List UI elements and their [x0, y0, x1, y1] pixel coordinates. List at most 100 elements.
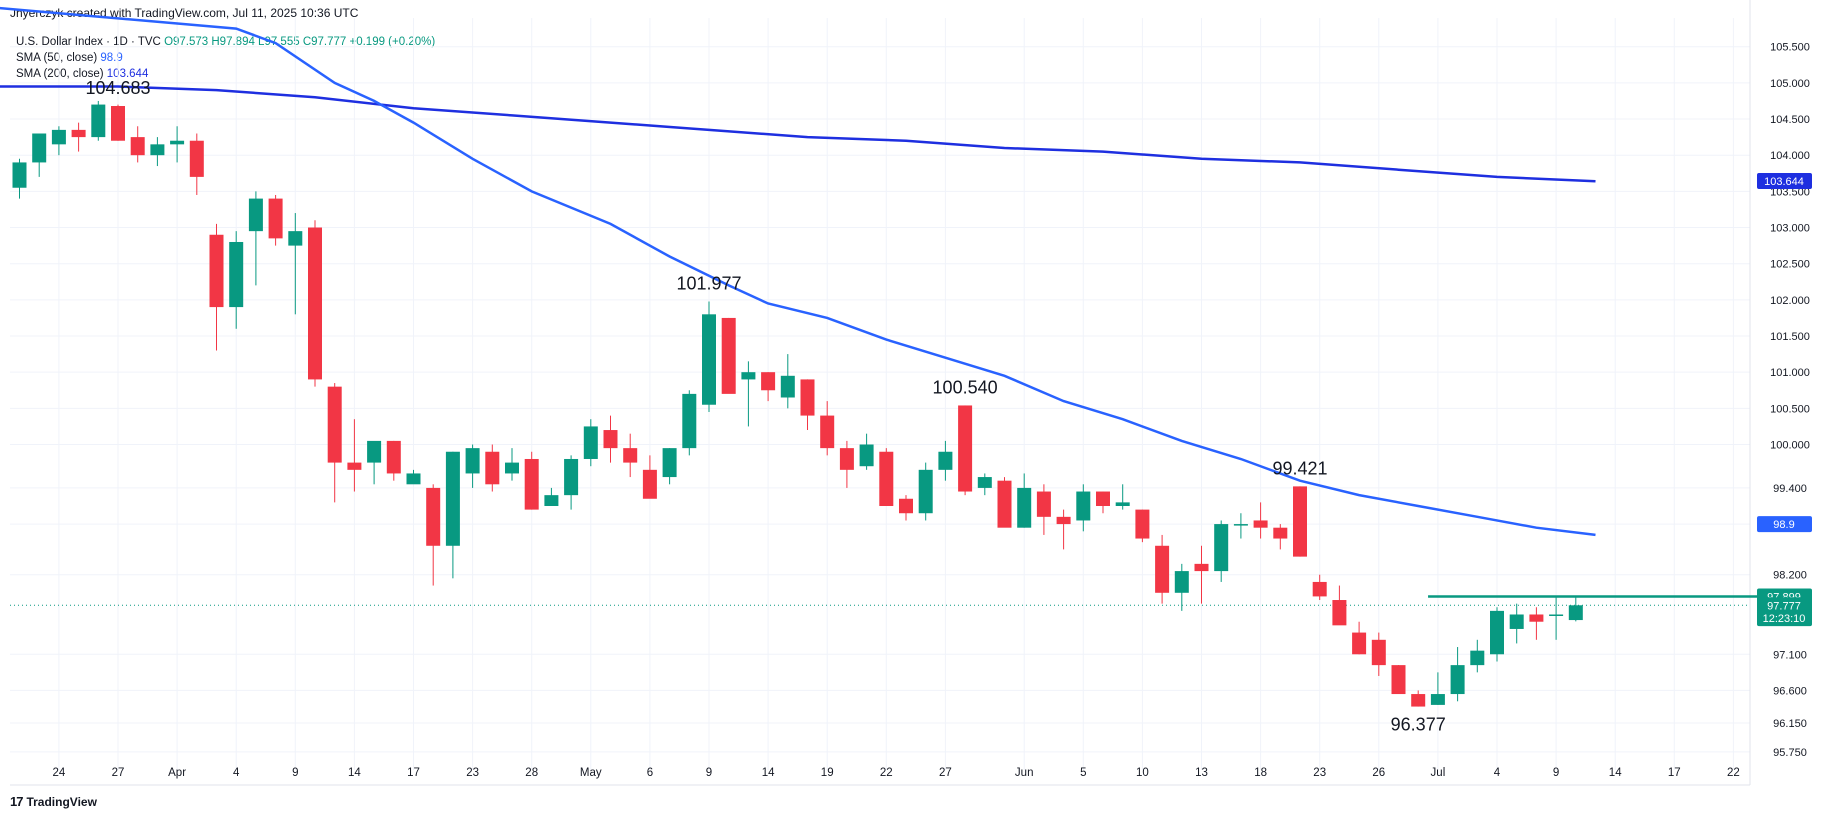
candle-up[interactable] — [918, 469, 933, 514]
candle-up[interactable] — [1509, 614, 1524, 629]
candle-down[interactable] — [268, 198, 283, 239]
candle-down[interactable] — [603, 430, 618, 449]
candle-down[interactable] — [899, 498, 913, 514]
candle-down[interactable] — [1155, 545, 1170, 593]
candle-down[interactable] — [1312, 581, 1327, 597]
sma50-line[interactable] — [0, 0, 1596, 537]
candle-up[interactable] — [662, 448, 677, 478]
candle-down[interactable] — [1253, 520, 1268, 528]
candle-down[interactable] — [130, 137, 145, 156]
candle-up[interactable] — [1568, 605, 1583, 621]
candle-up[interactable] — [505, 462, 519, 474]
candle-up[interactable] — [367, 440, 382, 463]
price-tick-label: 100.000 — [1770, 440, 1810, 452]
candle-down[interactable] — [426, 487, 441, 546]
price-axis-label: 103.644 — [1764, 176, 1804, 188]
time-tick-label: May — [580, 767, 602, 779]
candle-down[interactable] — [327, 386, 342, 463]
tradingview-brand[interactable]: 17 TradingView — [10, 794, 97, 809]
price-tick-label: 103.000 — [1770, 223, 1810, 235]
candle-up[interactable] — [1214, 524, 1229, 572]
candle-up[interactable] — [1174, 571, 1189, 593]
time-tick-label: 10 — [1136, 767, 1149, 779]
candle-down[interactable] — [1135, 509, 1150, 539]
candle-up[interactable] — [741, 372, 756, 380]
candle-up[interactable] — [150, 144, 165, 156]
legend-sma50-row[interactable]: SMA (50, close) 98.9 — [16, 50, 435, 66]
time-tick-label: 14 — [1609, 767, 1622, 779]
candle-down[interactable] — [1096, 491, 1110, 506]
candle-down[interactable] — [189, 140, 204, 177]
legend-symbol-row[interactable]: U.S. Dollar Index · 1D · TVC O97.573 H97… — [16, 34, 435, 50]
candle-down[interactable] — [997, 480, 1012, 528]
candle-down[interactable] — [386, 440, 401, 474]
sma50-value: 98.9 — [100, 52, 123, 64]
candle-up[interactable] — [1430, 694, 1445, 705]
candle-up[interactable] — [1076, 491, 1091, 521]
candle-up[interactable] — [1017, 487, 1032, 528]
candle-down[interactable] — [1371, 639, 1386, 666]
candle-down[interactable] — [1273, 527, 1288, 539]
candle-up[interactable] — [1450, 665, 1465, 695]
legend-sma200-row[interactable]: SMA (200, close) 103.644 — [16, 66, 435, 82]
candle-down[interactable] — [524, 458, 539, 510]
candle-down[interactable] — [209, 234, 224, 308]
candle-up[interactable] — [406, 473, 421, 485]
candle-down[interactable] — [308, 227, 322, 380]
candle-up[interactable] — [91, 104, 106, 138]
candle-down[interactable] — [1332, 600, 1347, 626]
price-axis-label-box — [1757, 172, 1812, 189]
candle-down[interactable] — [879, 451, 894, 506]
candle-down[interactable] — [623, 448, 638, 463]
candle-up[interactable] — [288, 231, 303, 246]
time-tick-label: 22 — [880, 767, 893, 779]
candle-down[interactable] — [1411, 694, 1426, 707]
candle-down[interactable] — [820, 415, 835, 449]
candle-up[interactable] — [170, 140, 185, 145]
candle-down[interactable] — [1293, 486, 1307, 557]
candle-up[interactable] — [229, 241, 244, 308]
candle-down[interactable] — [1352, 632, 1367, 655]
candle-down[interactable] — [958, 405, 973, 492]
candle-down[interactable] — [347, 462, 362, 470]
candle-up[interactable] — [12, 162, 27, 188]
candle-up[interactable] — [51, 129, 66, 145]
candle-down[interactable] — [800, 379, 815, 416]
candle-up[interactable] — [1115, 502, 1130, 506]
candle-up[interactable] — [32, 133, 47, 163]
candle-down[interactable] — [111, 106, 125, 141]
candle-down[interactable] — [721, 317, 736, 394]
candle-down[interactable] — [642, 469, 657, 499]
candle-down[interactable] — [839, 448, 854, 470]
time-tick-label: 22 — [1727, 767, 1740, 779]
candle-up[interactable] — [702, 314, 716, 405]
price-axis-label: 98.9 — [1773, 519, 1794, 531]
candle-down[interactable] — [485, 451, 500, 485]
candle-up[interactable] — [564, 458, 579, 496]
candle-down[interactable] — [1529, 614, 1544, 622]
candle-up[interactable] — [1470, 650, 1485, 666]
sma200-line[interactable] — [0, 85, 1596, 183]
chart-legend[interactable]: U.S. Dollar Index · 1D · TVC O97.573 H97… — [16, 34, 435, 82]
candle-down[interactable] — [1056, 516, 1071, 525]
candle-up[interactable] — [445, 451, 460, 546]
candle-up[interactable] — [682, 393, 697, 449]
candle-up[interactable] — [1233, 524, 1248, 526]
candle-up[interactable] — [780, 375, 795, 398]
candle-down[interactable] — [761, 372, 776, 391]
candle-up[interactable] — [859, 444, 874, 467]
candle-up[interactable] — [465, 448, 480, 474]
candle-up[interactable] — [938, 451, 953, 470]
candle-down[interactable] — [1036, 491, 1051, 517]
candle-up[interactable] — [1549, 614, 1564, 616]
candle-up[interactable] — [248, 198, 263, 232]
candle-up[interactable] — [544, 495, 559, 506]
candle-up[interactable] — [583, 426, 598, 459]
candle-down[interactable] — [1194, 563, 1209, 572]
candle-up[interactable] — [1490, 610, 1504, 655]
candle-down[interactable] — [1391, 665, 1406, 695]
ohlc-values: O97.573 H97.894 L97.555 C97.777 +0.199 (… — [164, 36, 436, 48]
candle-down[interactable] — [71, 129, 86, 138]
candle-up[interactable] — [977, 477, 992, 488]
